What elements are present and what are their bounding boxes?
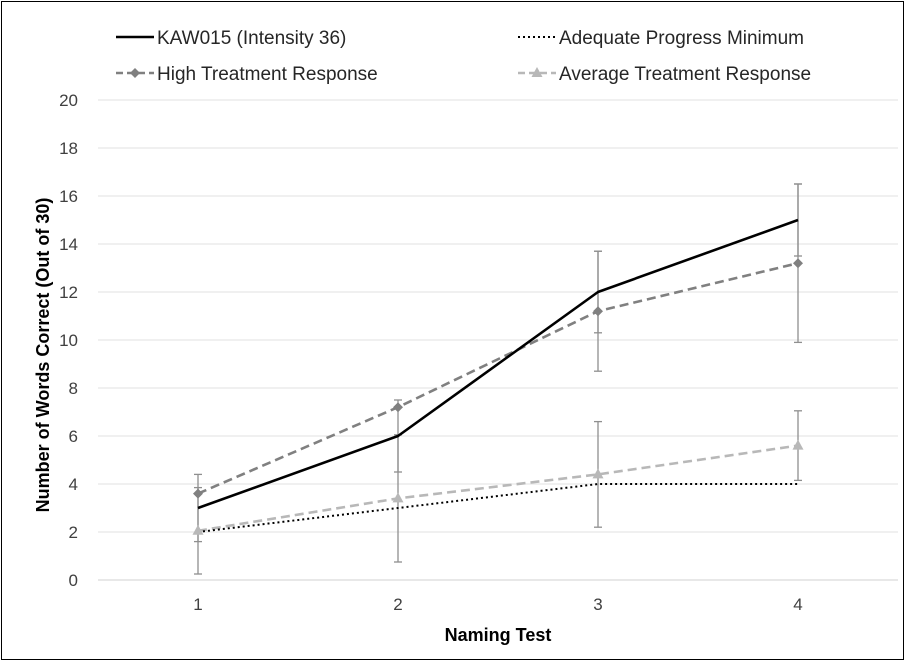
legend-label: KAW015 (Intensity 36) xyxy=(157,28,346,49)
data-point xyxy=(393,402,403,413)
legend-item-kaw015-intensity-36: KAW015 (Intensity 36) xyxy=(116,28,346,49)
data-point xyxy=(592,468,604,479)
y-tick-label: 6 xyxy=(69,427,78,446)
series-markers xyxy=(192,258,804,535)
legend: KAW015 (Intensity 36) Adequate Progress M… xyxy=(116,28,811,85)
y-axis-title: Number of Words Correct (Out of 30) xyxy=(33,198,53,513)
gridlines xyxy=(98,99,898,581)
legend-marker xyxy=(531,67,543,77)
series-lines xyxy=(197,218,799,533)
y-tick-labels: 0 2 4 6 8 10 12 14 16 18 20 xyxy=(59,91,78,590)
data-point xyxy=(193,488,203,499)
y-tick-label: 0 xyxy=(69,571,78,590)
legend-label: Average Treatment Response xyxy=(559,64,811,85)
data-point xyxy=(793,258,803,269)
data-point xyxy=(593,306,603,317)
series-line-kaw015-intensity-36 xyxy=(197,218,799,510)
data-point xyxy=(192,524,204,535)
y-tick-label: 8 xyxy=(69,379,78,398)
series-line-average-treatment-response xyxy=(197,444,799,533)
data-point xyxy=(392,492,404,503)
y-tick-label: 16 xyxy=(59,187,78,206)
x-tick-label: 1 xyxy=(193,595,202,614)
x-tick-label: 3 xyxy=(593,595,602,614)
x-tick-label: 4 xyxy=(793,595,802,614)
legend-marker xyxy=(130,68,140,78)
y-tick-label: 2 xyxy=(69,523,78,542)
legend-label: Adequate Progress Minimum xyxy=(559,28,804,49)
legend-item-average-treatment-response: Average Treatment Response xyxy=(518,64,811,85)
y-tick-label: 12 xyxy=(59,283,78,302)
legend-item-high-treatment-response: High Treatment Response xyxy=(116,64,378,85)
y-tick-label: 10 xyxy=(59,331,78,350)
legend-label: High Treatment Response xyxy=(157,64,378,85)
series-line-high-treatment-response xyxy=(197,261,799,495)
series-line-adequate-progress-minimum xyxy=(197,483,798,533)
y-tick-label: 20 xyxy=(59,91,78,110)
y-tick-label: 18 xyxy=(59,139,78,158)
x-tick-labels: 1 2 3 4 xyxy=(193,595,802,614)
x-axis-title: Naming Test xyxy=(445,625,552,645)
legend-item-adequate-progress-minimum: Adequate Progress Minimum xyxy=(518,28,804,49)
y-tick-label: 14 xyxy=(59,235,78,254)
y-tick-label: 4 xyxy=(69,475,78,494)
x-tick-label: 2 xyxy=(393,595,402,614)
data-point xyxy=(792,439,804,450)
